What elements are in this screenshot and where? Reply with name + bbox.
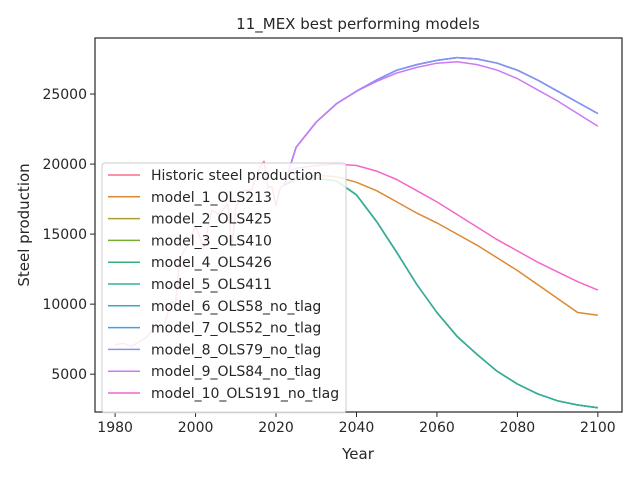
y-tick-label: 5000 <box>51 367 87 383</box>
plot-frame <box>94 37 623 413</box>
y-axis-ticks: 5000 10000 15000 20000 25000 <box>42 87 95 383</box>
x-tick-label: 2060 <box>419 420 455 436</box>
series-line-10 <box>283 61 599 186</box>
legend-entry-label: model_9_OLS84_no_tlag <box>151 364 321 380</box>
chart-title: 11_MEX best performing models <box>236 15 480 34</box>
legend-entry-label: model_2_OLS425 <box>151 212 272 228</box>
x-axis-ticks: 1980 2000 2020 2040 2060 2080 2100 <box>97 412 616 436</box>
legend-entry-label: model_7_OLS52_no_tlag <box>151 321 321 337</box>
legend-entry-label: model_10_OLS191_no_tlag <box>151 386 339 402</box>
x-tick-label: 1980 <box>97 420 133 436</box>
legend: Historic steel production model_1_OLS213m… <box>101 162 347 414</box>
y-tick-label: 15000 <box>42 227 87 243</box>
legend-entry-label: model_1_OLS213 <box>151 190 272 206</box>
x-tick-label: 2020 <box>258 420 294 436</box>
x-tick-label: 2000 <box>178 420 214 436</box>
y-tick-label: 20000 <box>42 157 87 173</box>
y-axis-label: Steel production <box>15 163 33 286</box>
y-tick-label: 25000 <box>42 87 87 103</box>
legend-entry-label: model_6_OLS58_no_tlag <box>151 299 321 315</box>
x-tick-label: 2080 <box>500 420 536 436</box>
x-tick-label: 2100 <box>580 420 616 436</box>
legend-entry-label: model_3_OLS410 <box>151 233 272 249</box>
x-tick-label: 2040 <box>339 420 375 436</box>
legend-entry-label: model_4_OLS426 <box>151 255 272 271</box>
legend-entry-label: model_8_OLS79_no_tlag <box>151 342 321 358</box>
legend-box <box>101 162 347 414</box>
y-tick-label: 10000 <box>42 297 87 313</box>
legend-entry-label: Historic steel production <box>151 168 322 184</box>
x-axis-label: Year <box>341 445 375 463</box>
legend-entry-label: model_5_OLS411 <box>151 277 272 293</box>
